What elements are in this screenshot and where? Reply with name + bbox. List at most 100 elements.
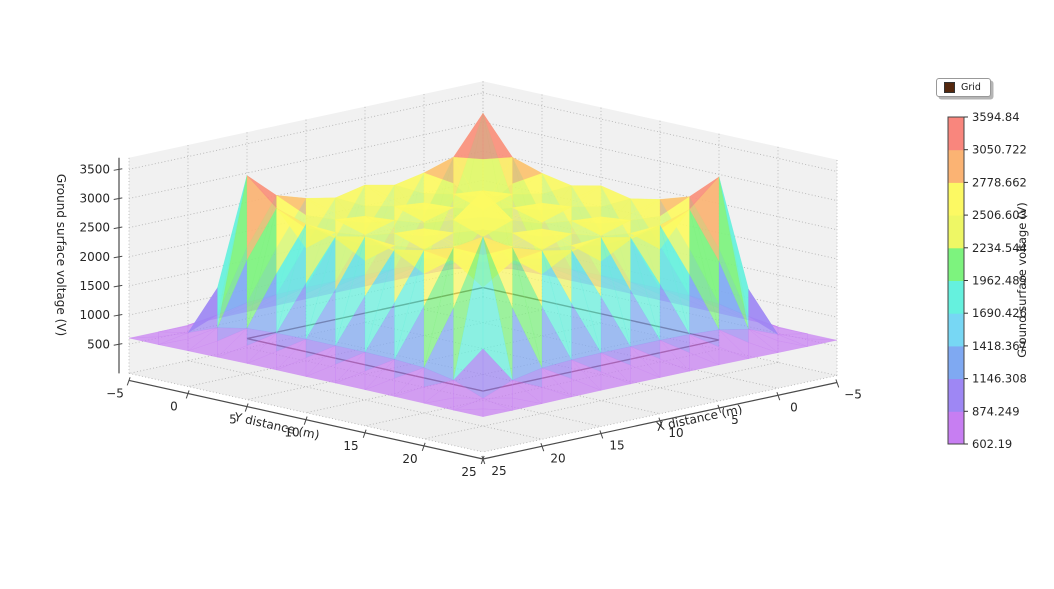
gridline xyxy=(128,121,484,199)
surface-face xyxy=(630,237,661,341)
tick-label: 3500 xyxy=(79,162,110,176)
tick-label: 10 xyxy=(668,426,683,440)
colorbar-band xyxy=(948,313,964,347)
surface-face xyxy=(246,174,277,261)
tick-label: 15 xyxy=(609,439,624,453)
surface-face xyxy=(659,358,691,378)
tick-mark xyxy=(540,442,545,452)
tick-mark xyxy=(481,455,486,465)
tick-label: 20 xyxy=(402,452,417,466)
tick-label: 20 xyxy=(550,451,565,465)
z-axis-label: Ground surface voltage (V) xyxy=(54,174,68,336)
tick-label: 1000 xyxy=(79,308,110,322)
colorbar-tick-label: 1146.308 xyxy=(972,372,1027,386)
surface-face xyxy=(659,283,690,341)
tick-label: −5 xyxy=(844,388,862,402)
tick-mark xyxy=(113,343,123,346)
colorbar-band xyxy=(948,149,964,183)
tick-label: 5 xyxy=(229,413,237,427)
colorbar-tick-label: 3050.722 xyxy=(972,143,1027,157)
surface-face xyxy=(423,228,455,249)
surface-face xyxy=(600,185,632,207)
tick-mark xyxy=(126,377,131,386)
surface-face xyxy=(689,274,720,335)
tick-label: 25 xyxy=(461,465,476,479)
surface-face xyxy=(807,338,838,347)
tick-mark xyxy=(113,284,123,288)
colorbar-band xyxy=(948,280,964,314)
colorbar-label: Ground surface voltage (V) xyxy=(1015,202,1029,358)
gridline xyxy=(482,375,838,453)
colorbar-tick-label: 1418.367 xyxy=(972,339,1027,353)
colorbar-tick-label: 2234.544 xyxy=(972,241,1027,255)
surface-face xyxy=(571,185,602,201)
axes-lines-ticks: −5 0 5 10 15 20 25 −5 0 5 10 15 20 25 500 1000 1500 2000 2… xyxy=(79,157,862,479)
surface-face xyxy=(718,176,749,330)
tick-mark xyxy=(362,429,367,438)
surface-face xyxy=(571,359,602,391)
surface-face xyxy=(512,397,543,411)
colorbar-band xyxy=(948,117,964,151)
colorbar-tick-label: 2778.662 xyxy=(972,175,1027,189)
tick-mark xyxy=(599,430,604,439)
surface-face xyxy=(217,328,248,358)
colorbar-band xyxy=(948,247,964,281)
surface-face xyxy=(630,364,661,385)
surface-face xyxy=(512,172,543,195)
tick-label: 0 xyxy=(790,400,798,414)
colorbar: 602.19 874.249 1146.308 1418.367 1690.426 196… xyxy=(947,110,1027,451)
grid-legend-marker xyxy=(944,82,955,93)
surface-face xyxy=(571,378,602,398)
tick-mark xyxy=(835,379,840,388)
colorbar-band xyxy=(948,345,964,380)
tick-label: 10 xyxy=(284,426,299,440)
surface-face xyxy=(748,342,779,360)
tick-mark xyxy=(244,403,249,412)
colorbar-band xyxy=(948,411,964,445)
voltage-surface xyxy=(128,112,838,418)
tick-label: 25 xyxy=(491,464,506,478)
tick-label: 15 xyxy=(343,439,358,453)
colorbar-tick-label: 1690.426 xyxy=(972,306,1027,320)
tick-label: 2500 xyxy=(79,221,110,235)
tick-mark xyxy=(113,226,123,230)
tick-mark xyxy=(113,168,123,171)
tick-mark xyxy=(113,197,123,200)
surface-face xyxy=(718,346,750,366)
surface-face xyxy=(541,386,573,405)
colorbar-tick-label: 1962.485 xyxy=(972,274,1027,288)
tick-label: 3000 xyxy=(79,192,110,206)
tick-label: 0 xyxy=(170,400,178,414)
tick-mark xyxy=(776,391,781,401)
gridline xyxy=(128,92,484,170)
colorbar-tick-label: 874.249 xyxy=(972,404,1020,418)
tick-label: 500 xyxy=(87,337,110,351)
surface-face xyxy=(689,352,720,372)
tick-mark xyxy=(658,417,663,426)
colorbar-tick-label: 2506.603 xyxy=(972,208,1027,222)
surface-face xyxy=(482,408,513,418)
surface-face xyxy=(689,333,720,366)
gridline xyxy=(128,238,484,316)
surface-face xyxy=(659,225,690,335)
colorbar-band xyxy=(948,215,964,249)
surface-face xyxy=(600,371,632,391)
surface-face xyxy=(364,236,395,297)
colorbar-tick-label: 602.19 xyxy=(972,437,1012,451)
tick-mark xyxy=(185,390,190,399)
colorbar-band xyxy=(948,378,964,412)
tick-mark xyxy=(421,442,426,452)
gridline xyxy=(128,150,484,229)
surface-face xyxy=(364,359,395,391)
tick-mark xyxy=(303,416,308,425)
colorbar-band xyxy=(948,182,964,216)
gridline xyxy=(128,179,484,258)
gridline xyxy=(423,361,779,440)
tick-mark xyxy=(113,255,123,259)
surface-face xyxy=(659,339,690,372)
tick-mark xyxy=(113,314,123,317)
surface-face xyxy=(187,327,218,352)
tick-label: 5 xyxy=(731,413,739,427)
